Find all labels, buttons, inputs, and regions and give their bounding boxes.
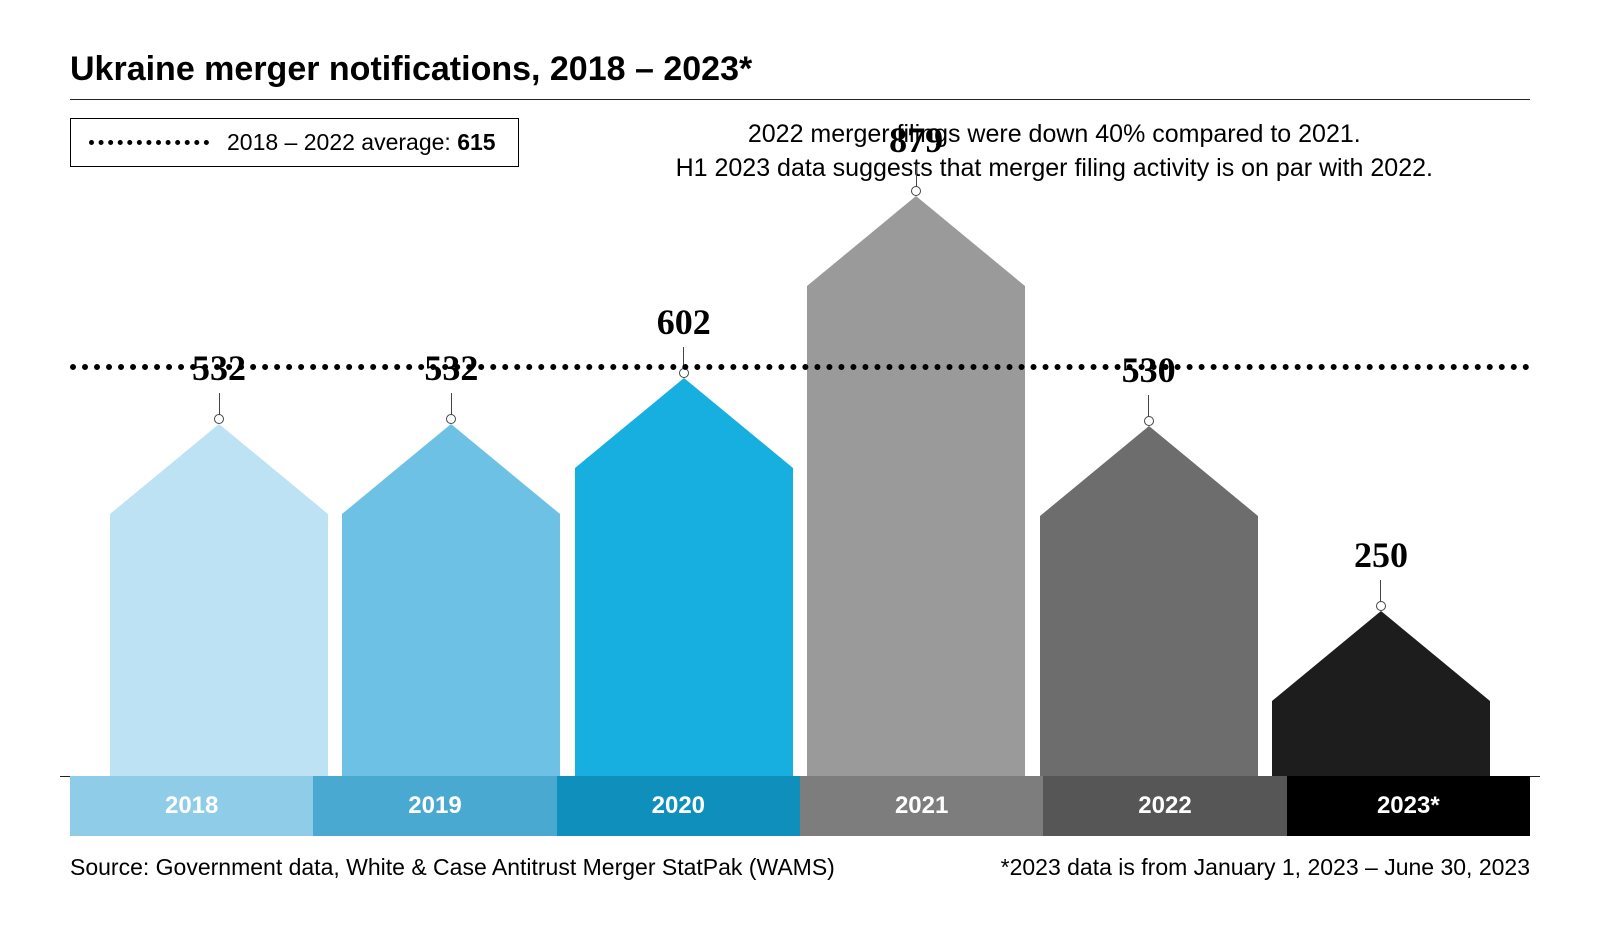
bar: 530 bbox=[1040, 196, 1258, 776]
bar-value-label: 530 bbox=[1122, 349, 1176, 391]
bar-arrow-head bbox=[110, 424, 328, 514]
legend-prefix: 2018 – 2022 average: bbox=[227, 129, 457, 155]
bar-arrow-head bbox=[807, 196, 1025, 286]
category-label: 2021 bbox=[800, 776, 1043, 836]
value-pin: 879 bbox=[889, 119, 943, 196]
category-label: 2018 bbox=[70, 776, 313, 836]
footnote-text: *2023 data is from January 1, 2023 – Jun… bbox=[1001, 854, 1530, 881]
plot: 532532602879530250 bbox=[70, 196, 1530, 776]
title-divider bbox=[70, 99, 1530, 100]
bar-arrow-head bbox=[342, 424, 560, 514]
bar-arrow-head bbox=[1040, 426, 1258, 516]
category-label: 2023* bbox=[1287, 776, 1530, 836]
pin-stem bbox=[451, 393, 452, 415]
legend-value: 615 bbox=[457, 129, 495, 155]
annotation-line-2: H1 2023 data suggests that merger filing… bbox=[579, 152, 1530, 186]
bar-arrow-body bbox=[807, 286, 1025, 776]
pin-dot-icon bbox=[1144, 416, 1154, 426]
bar-value-label: 879 bbox=[889, 119, 943, 161]
bar: 602 bbox=[575, 196, 793, 776]
annotation-text: 2022 merger filings were down 40% compar… bbox=[579, 118, 1530, 186]
bar-arrow-shape: 532 bbox=[342, 424, 560, 775]
chart-title: Ukraine merger notifications, 2018 – 202… bbox=[70, 50, 1530, 89]
bar-arrow-body bbox=[1272, 701, 1490, 776]
bar: 879 bbox=[807, 196, 1025, 776]
bar-arrow-head bbox=[1272, 611, 1490, 701]
pin-dot-icon bbox=[446, 414, 456, 424]
bar: 532 bbox=[342, 196, 560, 776]
bar-arrow-head bbox=[575, 378, 793, 468]
footer-row: Source: Government data, White & Case An… bbox=[70, 854, 1530, 881]
average-legend: 2018 – 2022 average: 615 bbox=[70, 118, 519, 167]
header-row: 2018 – 2022 average: 615 2022 merger fil… bbox=[70, 118, 1530, 186]
dotted-line-icon bbox=[89, 140, 209, 145]
annotation-line-1: 2022 merger filings were down 40% compar… bbox=[579, 118, 1530, 152]
bar: 532 bbox=[110, 196, 328, 776]
bar-arrow-shape: 250 bbox=[1272, 611, 1490, 776]
average-reference-line bbox=[70, 364, 1530, 370]
chart-container: Ukraine merger notifications, 2018 – 202… bbox=[0, 0, 1600, 939]
value-pin: 532 bbox=[424, 347, 478, 424]
bars-row: 532532602879530250 bbox=[110, 196, 1490, 776]
bar-arrow-body bbox=[1040, 516, 1258, 776]
category-label: 2020 bbox=[557, 776, 800, 836]
pin-stem bbox=[1380, 580, 1381, 602]
pin-dot-icon bbox=[911, 186, 921, 196]
bar-arrow-body bbox=[342, 514, 560, 775]
pin-stem bbox=[1148, 395, 1149, 417]
legend-text: 2018 – 2022 average: 615 bbox=[227, 129, 496, 156]
category-label: 2022 bbox=[1043, 776, 1286, 836]
category-axis: 201820192020202120222023* bbox=[70, 776, 1530, 836]
value-pin: 530 bbox=[1122, 349, 1176, 426]
pin-stem bbox=[219, 393, 220, 415]
bar-arrow-shape: 532 bbox=[110, 424, 328, 775]
value-pin: 532 bbox=[192, 347, 246, 424]
bar-arrow-shape: 530 bbox=[1040, 426, 1258, 776]
bar-value-label: 602 bbox=[657, 301, 711, 343]
value-pin: 250 bbox=[1354, 534, 1408, 611]
pin-dot-icon bbox=[679, 368, 689, 378]
pin-stem bbox=[916, 165, 917, 187]
pin-dot-icon bbox=[1376, 601, 1386, 611]
category-label: 2019 bbox=[313, 776, 556, 836]
pin-dot-icon bbox=[214, 414, 224, 424]
source-text: Source: Government data, White & Case An… bbox=[70, 854, 835, 881]
bar-arrow-shape: 879 bbox=[807, 196, 1025, 776]
bar-arrow-body bbox=[110, 514, 328, 775]
bar-arrow-shape: 602 bbox=[575, 378, 793, 775]
bar-arrow-body bbox=[575, 468, 793, 775]
chart-plot-area: 532532602879530250 201820192020202120222… bbox=[70, 196, 1530, 836]
bar: 250 bbox=[1272, 196, 1490, 776]
bar-value-label: 250 bbox=[1354, 534, 1408, 576]
